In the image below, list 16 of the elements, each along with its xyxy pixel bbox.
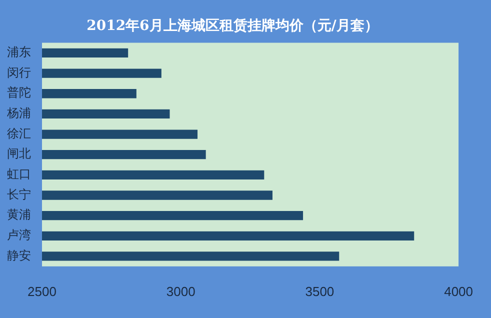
y-tick-label: 黄浦 [7, 208, 31, 222]
x-tick-label: 3500 [305, 284, 334, 299]
y-tick-label: 浦东 [7, 45, 31, 60]
y-tick-label: 闸北 [7, 146, 31, 161]
y-tick-label: 虹口 [7, 167, 31, 182]
y-tick-label: 静安 [7, 248, 31, 262]
y-tick-label: 闵行 [7, 65, 31, 80]
x-tick-label: 2500 [28, 284, 56, 299]
x-tick-label: 4000 [444, 284, 473, 299]
y-tick-label: 长宁 [7, 187, 31, 202]
y-tick-label: 卢湾 [7, 228, 31, 242]
chart-title: 2012年6月上海城区租赁挂牌均价（元/月套） [86, 18, 378, 34]
y-tick-label: 徐汇 [7, 126, 31, 140]
y-tick-label: 普陀 [7, 86, 31, 100]
y-tick-label: 杨浦 [6, 106, 31, 120]
x-tick-label: 3000 [166, 284, 196, 299]
